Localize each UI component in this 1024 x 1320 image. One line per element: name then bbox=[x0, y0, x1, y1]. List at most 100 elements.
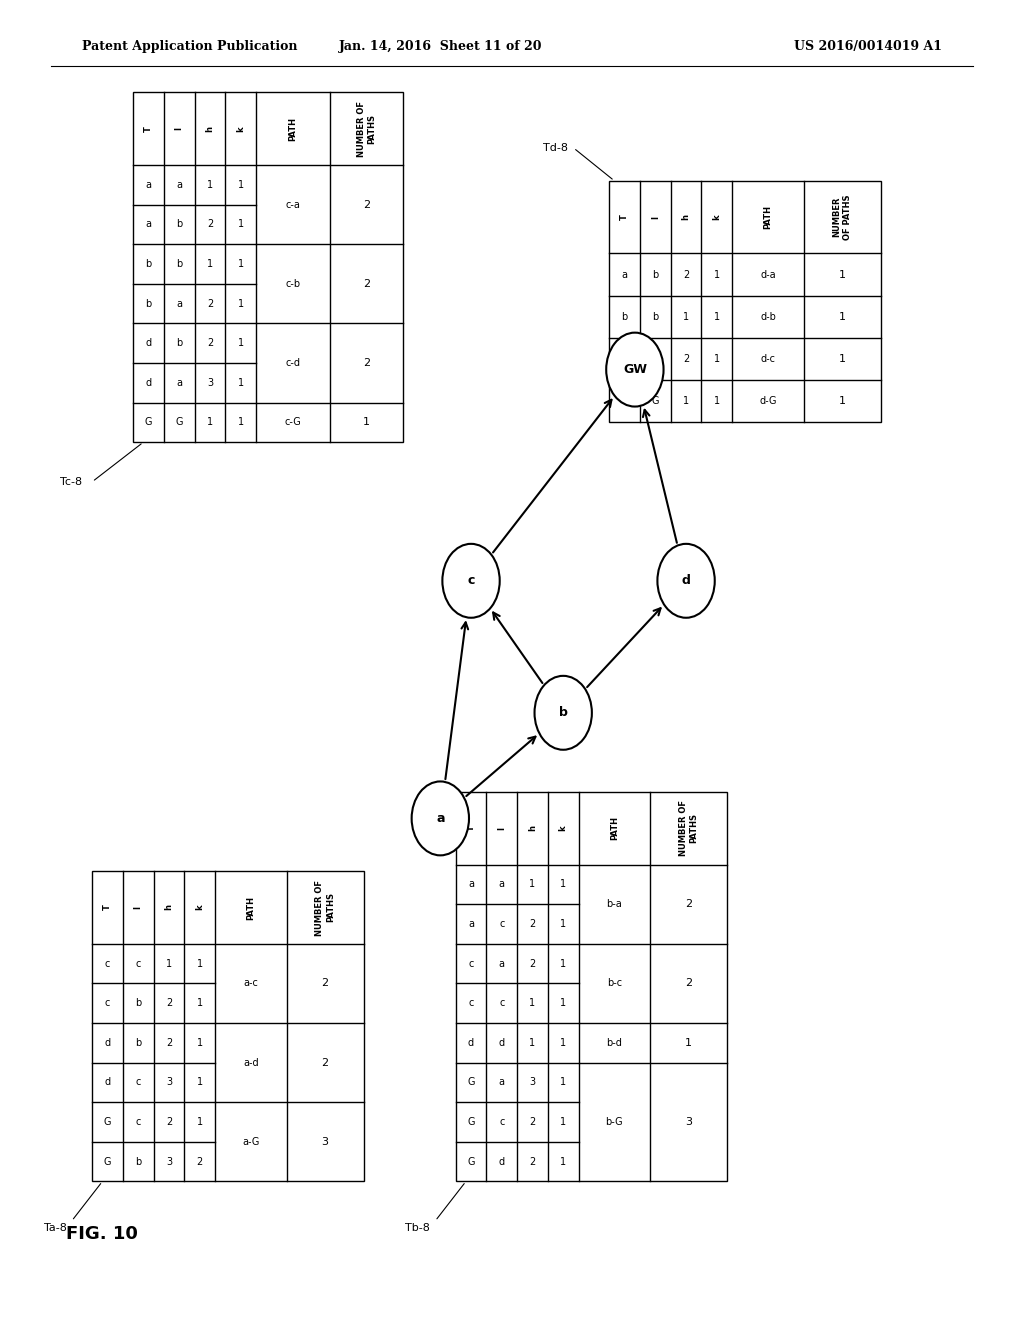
Text: b: b bbox=[135, 1156, 141, 1167]
Text: a: a bbox=[176, 298, 182, 309]
Text: k: k bbox=[196, 904, 204, 911]
Text: b-a: b-a bbox=[606, 899, 623, 909]
Text: h: h bbox=[682, 214, 690, 220]
Bar bbox=[133, 92, 403, 442]
Text: 1: 1 bbox=[238, 298, 244, 309]
Text: G: G bbox=[621, 396, 629, 407]
Text: 1: 1 bbox=[839, 396, 846, 407]
Text: a: a bbox=[145, 180, 152, 190]
Text: 1: 1 bbox=[207, 259, 213, 269]
Text: d: d bbox=[468, 1038, 474, 1048]
Text: G: G bbox=[144, 417, 153, 428]
Text: b: b bbox=[176, 219, 182, 230]
Text: b: b bbox=[145, 298, 152, 309]
Text: 1: 1 bbox=[207, 417, 213, 428]
Text: NUMBER
OF PATHS: NUMBER OF PATHS bbox=[833, 194, 852, 240]
Text: Ta-8: Ta-8 bbox=[44, 1222, 67, 1233]
Text: a: a bbox=[622, 269, 628, 280]
Text: 1: 1 bbox=[166, 958, 172, 969]
Text: l: l bbox=[498, 826, 506, 830]
Text: a: a bbox=[176, 180, 182, 190]
Text: 1: 1 bbox=[529, 998, 536, 1008]
Circle shape bbox=[442, 544, 500, 618]
Text: Patent Application Publication: Patent Application Publication bbox=[82, 40, 297, 53]
Text: a: a bbox=[499, 879, 505, 890]
Text: c-a: c-a bbox=[286, 199, 300, 210]
Text: PATH: PATH bbox=[764, 205, 772, 230]
Text: 1: 1 bbox=[683, 312, 689, 322]
Text: 3: 3 bbox=[207, 378, 213, 388]
Text: 2: 2 bbox=[685, 978, 692, 989]
Text: 3: 3 bbox=[529, 1077, 536, 1088]
Text: PATH: PATH bbox=[610, 816, 618, 841]
Text: l: l bbox=[651, 215, 659, 219]
Text: 2: 2 bbox=[207, 338, 213, 348]
Text: a: a bbox=[468, 919, 474, 929]
Text: 1: 1 bbox=[560, 1038, 566, 1048]
Text: 1: 1 bbox=[238, 338, 244, 348]
Text: G: G bbox=[467, 1117, 475, 1127]
Text: d: d bbox=[499, 1038, 505, 1048]
Text: 1: 1 bbox=[207, 180, 213, 190]
Text: Td-8: Td-8 bbox=[544, 143, 568, 153]
Text: d-G: d-G bbox=[759, 396, 777, 407]
Text: b: b bbox=[559, 706, 567, 719]
Text: 1: 1 bbox=[197, 1077, 203, 1088]
Text: T: T bbox=[467, 825, 475, 832]
Text: G: G bbox=[175, 417, 183, 428]
Text: c: c bbox=[468, 998, 474, 1008]
Text: 2: 2 bbox=[364, 199, 370, 210]
Text: b: b bbox=[652, 312, 658, 322]
Text: 2: 2 bbox=[207, 219, 213, 230]
Text: 2: 2 bbox=[322, 978, 329, 989]
Text: 2: 2 bbox=[529, 1117, 536, 1127]
Text: c: c bbox=[135, 1077, 141, 1088]
Text: NUMBER OF
PATHS: NUMBER OF PATHS bbox=[679, 800, 698, 857]
Text: G: G bbox=[467, 1077, 475, 1088]
Text: 1: 1 bbox=[560, 1077, 566, 1088]
Text: T: T bbox=[144, 125, 153, 132]
Text: b: b bbox=[135, 998, 141, 1008]
Text: 1: 1 bbox=[197, 958, 203, 969]
Text: d-c: d-c bbox=[761, 354, 775, 364]
Text: 2: 2 bbox=[529, 958, 536, 969]
Text: c-G: c-G bbox=[285, 417, 301, 428]
Text: d: d bbox=[145, 378, 152, 388]
Circle shape bbox=[412, 781, 469, 855]
Text: PATH: PATH bbox=[289, 116, 297, 141]
Text: a-d: a-d bbox=[243, 1057, 259, 1068]
Text: 2: 2 bbox=[166, 1117, 172, 1127]
Text: b: b bbox=[176, 259, 182, 269]
Text: 1: 1 bbox=[560, 1117, 566, 1127]
Text: 1: 1 bbox=[839, 312, 846, 322]
Text: 3: 3 bbox=[685, 1117, 692, 1127]
Text: l: l bbox=[175, 127, 183, 131]
Circle shape bbox=[535, 676, 592, 750]
Text: 3: 3 bbox=[166, 1077, 172, 1088]
Text: a: a bbox=[499, 958, 505, 969]
Text: 1: 1 bbox=[529, 1038, 536, 1048]
Text: 2: 2 bbox=[529, 919, 536, 929]
Text: 3: 3 bbox=[166, 1156, 172, 1167]
Text: d: d bbox=[499, 1156, 505, 1167]
Text: h: h bbox=[165, 904, 173, 911]
Text: G: G bbox=[103, 1117, 112, 1127]
Text: 1: 1 bbox=[560, 998, 566, 1008]
Text: c: c bbox=[104, 958, 111, 969]
Text: 2: 2 bbox=[685, 899, 692, 909]
Text: 2: 2 bbox=[207, 298, 213, 309]
Text: d: d bbox=[104, 1038, 111, 1048]
Text: c: c bbox=[104, 998, 111, 1008]
Text: 1: 1 bbox=[197, 1117, 203, 1127]
Text: h: h bbox=[528, 825, 537, 832]
Text: 2: 2 bbox=[529, 1156, 536, 1167]
Text: a: a bbox=[468, 879, 474, 890]
Text: c: c bbox=[135, 1117, 141, 1127]
Text: 2: 2 bbox=[197, 1156, 203, 1167]
Text: 1: 1 bbox=[560, 919, 566, 929]
Text: Tc-8: Tc-8 bbox=[59, 477, 82, 487]
Bar bbox=[456, 792, 727, 1181]
Text: 1: 1 bbox=[683, 396, 689, 407]
Text: c: c bbox=[499, 1117, 505, 1127]
Text: c: c bbox=[622, 354, 628, 364]
